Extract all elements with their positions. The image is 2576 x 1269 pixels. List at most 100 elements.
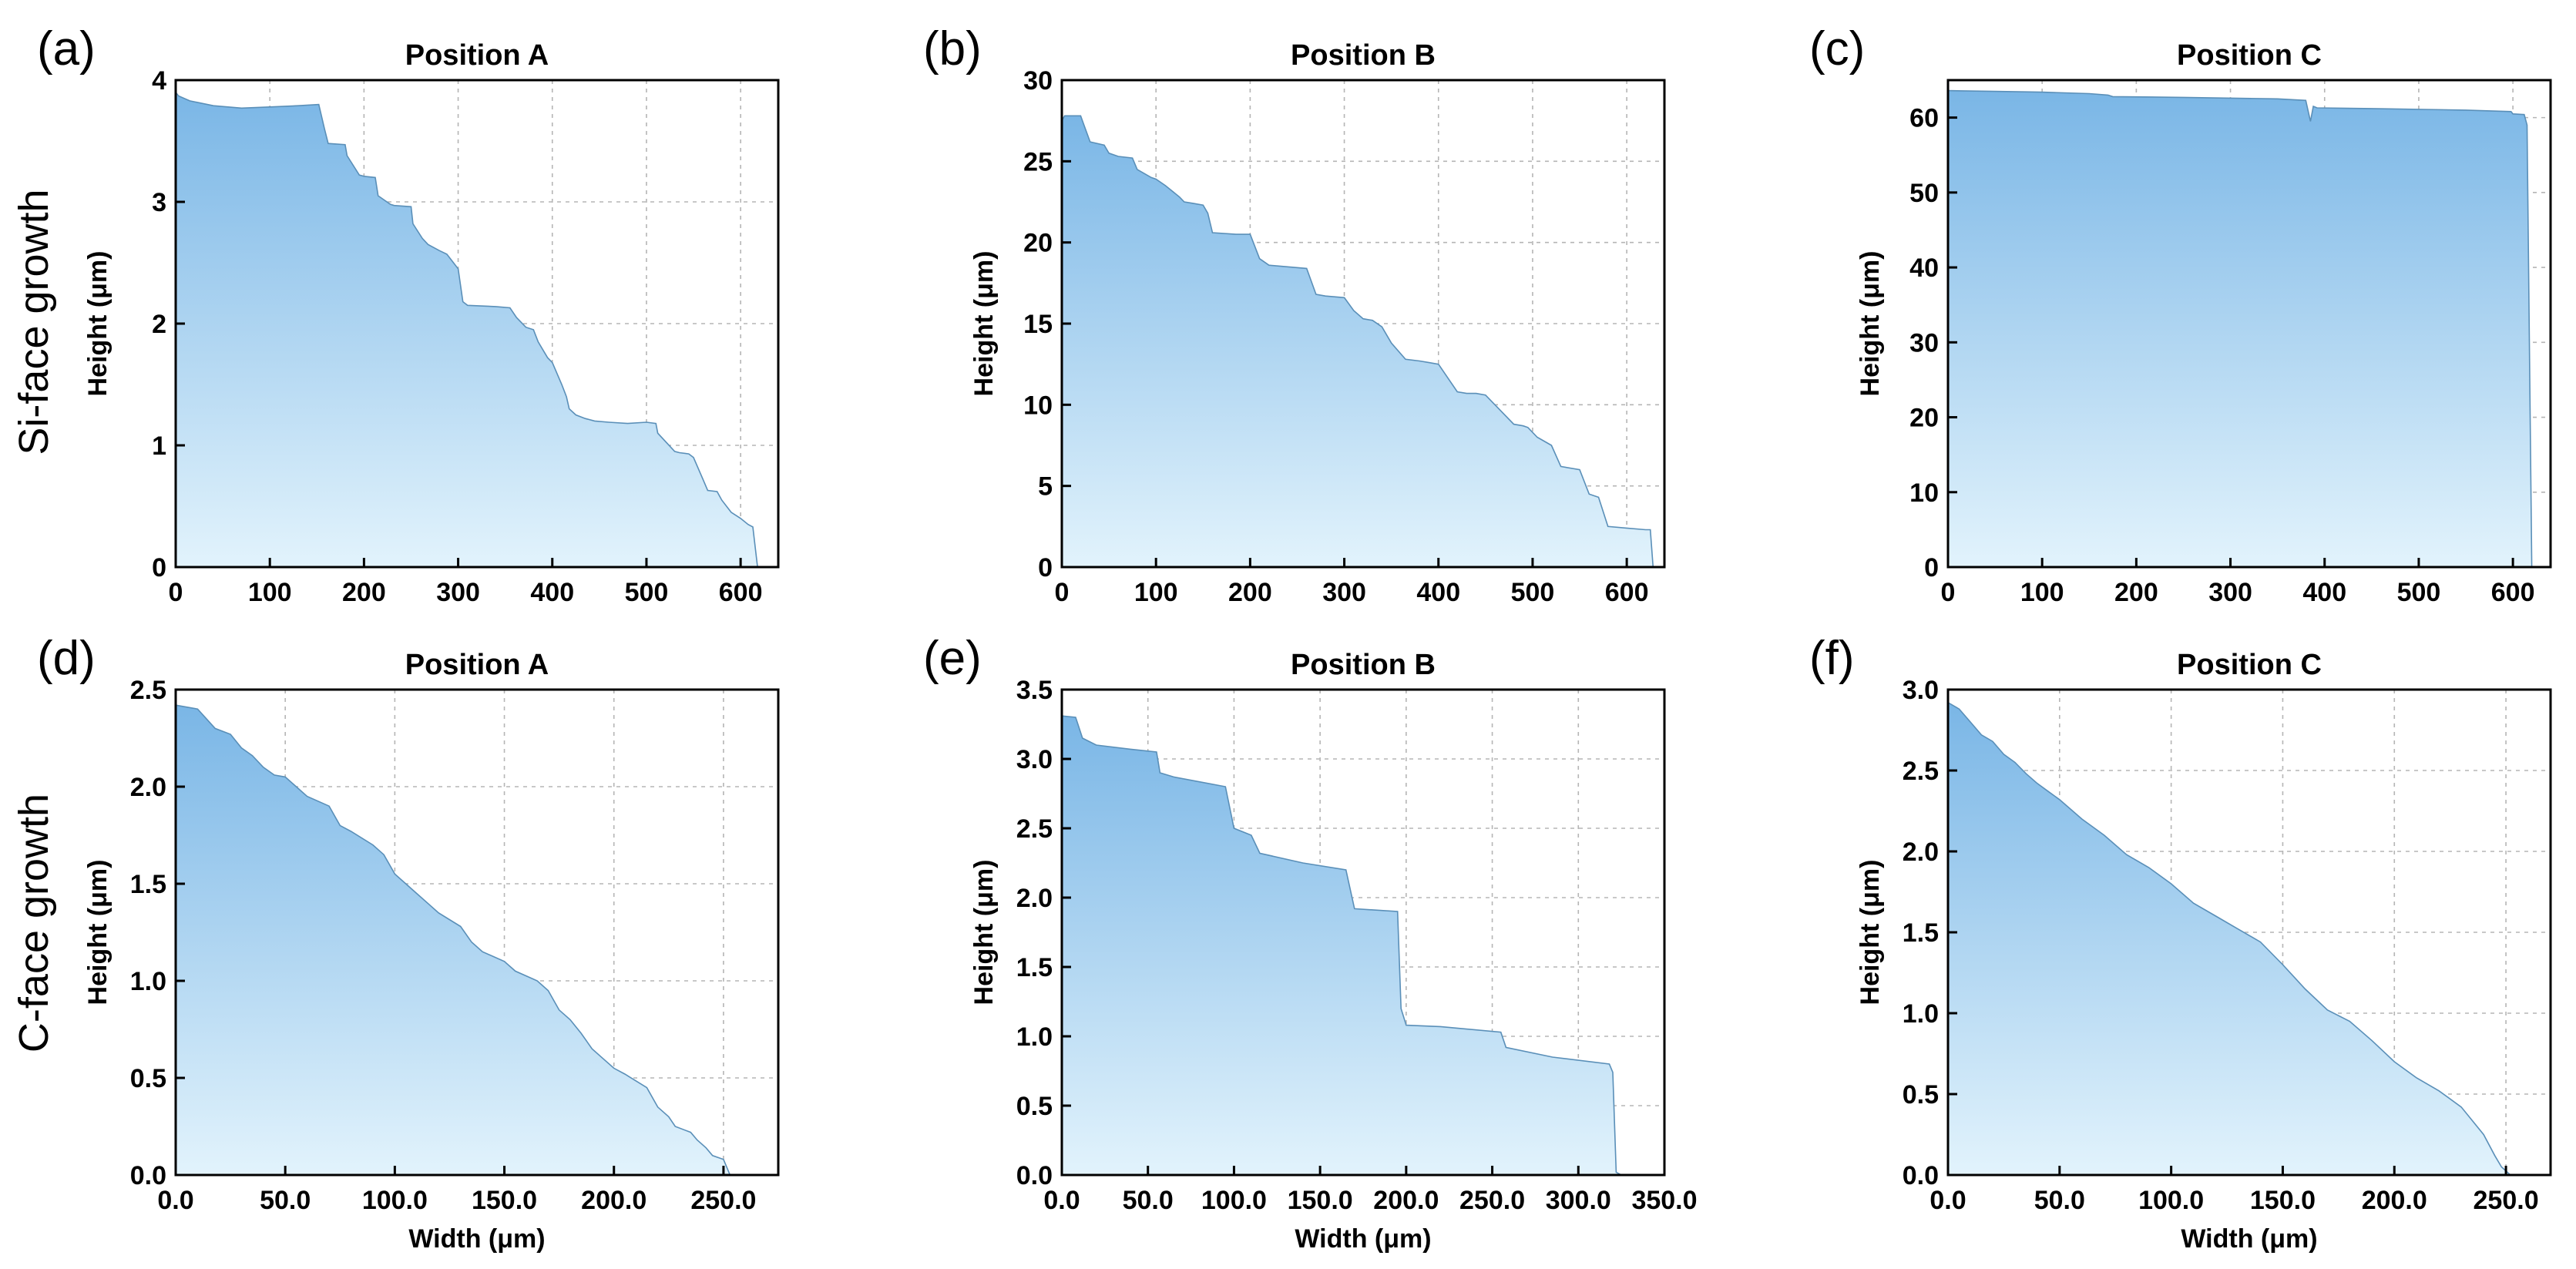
x-tick-label: 100 (248, 578, 292, 607)
y-tick-label: 20 (1909, 404, 1939, 433)
x-tick-label: 50.0 (1123, 1186, 1174, 1215)
y-tick-label: 2.0 (1016, 884, 1053, 913)
profile-line (1947, 702, 2511, 1176)
x-tick-label: 600 (719, 578, 763, 607)
panel-title: Position C (2177, 39, 2322, 72)
x-tick-label: 300 (1322, 578, 1366, 607)
y-tick-label: 3.0 (1016, 745, 1053, 774)
y-tick-label: 3.5 (1016, 676, 1053, 705)
y-axis-label: Height (μm) (1856, 251, 1885, 397)
x-tick-label: 300.0 (1546, 1186, 1611, 1215)
y-tick-label: 40 (1909, 253, 1939, 283)
profile-line (175, 704, 731, 1176)
y-tick-label: 0.5 (1016, 1092, 1053, 1121)
x-tick-label: 0 (1941, 578, 1956, 607)
y-tick-label: 0.0 (1016, 1161, 1053, 1190)
chart-panel-3: 0.0 50.0 100.0 150.0 200.0 250.0 0.0 0.5 1.0 1.5 2… (37, 632, 780, 1254)
x-tick-label: 400 (1416, 578, 1460, 607)
x-tick-label: 500 (2397, 578, 2441, 607)
x-tick-label: 300 (2208, 578, 2252, 607)
y-tick-label: 10 (1023, 391, 1053, 420)
y-tick-label: 2.5 (1903, 757, 1939, 786)
y-tick-label: 50 (1909, 179, 1939, 208)
y-tick-label: 4 (152, 66, 166, 96)
x-tick-label: 200.0 (1373, 1186, 1439, 1215)
x-axis-label: Width (μm) (408, 1224, 545, 1254)
x-tick-label: 100.0 (2138, 1186, 2204, 1215)
profile-area (1948, 702, 2511, 1175)
x-axis-label: Width (μm) (2181, 1224, 2317, 1254)
panel-letter: (f) (1809, 632, 1855, 685)
y-tick-label: 15 (1023, 310, 1053, 339)
x-tick-label: 100.0 (362, 1186, 428, 1215)
x-tick-label: 300 (436, 578, 480, 607)
x-tick-label: 400 (530, 578, 574, 607)
y-tick-label: 25 (1023, 147, 1053, 176)
panel-title: Position C (2177, 649, 2322, 681)
profile-area (1948, 90, 2532, 568)
x-tick-label: 0.0 (157, 1186, 193, 1215)
x-tick-label: 150.0 (2250, 1186, 2316, 1215)
y-tick-label: 2.5 (1016, 814, 1053, 844)
profile-line (1947, 89, 2533, 568)
x-tick-label: 250.0 (690, 1186, 756, 1215)
profile-line (1061, 715, 1622, 1176)
plot-frame (174, 688, 780, 1177)
y-tick-label: 1 (152, 431, 166, 461)
y-axis-label: Height (μm) (83, 860, 113, 1005)
x-tick-label: 200.0 (2362, 1186, 2427, 1215)
x-tick-label: 100.0 (1201, 1186, 1267, 1215)
profile-area (1062, 716, 1622, 1175)
x-tick-label: 200 (2114, 578, 2158, 607)
x-tick-label: 0.0 (1043, 1186, 1080, 1215)
panel-letter: (a) (37, 22, 96, 76)
x-tick-label: 600 (2491, 578, 2535, 607)
panel-letter: (c) (1809, 22, 1865, 76)
profile-area (176, 92, 758, 568)
y-tick-label: 60 (1909, 104, 1939, 133)
y-tick-label: 2.5 (130, 676, 166, 705)
y-tick-label: 1.5 (130, 870, 166, 899)
row-label-si-face: Si-face growth (11, 189, 57, 455)
y-tick-label: 30 (1023, 66, 1053, 96)
x-tick-label: 500 (1511, 578, 1555, 607)
x-tick-label: 350.0 (1631, 1186, 1697, 1215)
y-tick-label: 0.0 (1903, 1161, 1939, 1190)
y-axis-label: Height (μm) (1856, 860, 1885, 1005)
panel-letter: (b) (923, 22, 982, 76)
y-tick-label: 3.0 (1903, 676, 1939, 705)
y-tick-label: 3 (152, 188, 166, 217)
y-tick-label: 0 (1038, 553, 1053, 582)
y-tick-label: 10 (1909, 478, 1939, 508)
y-axis-label: Height (μm) (969, 860, 999, 1005)
y-tick-label: 0.5 (130, 1064, 166, 1093)
y-axis-label: Height (μm) (969, 251, 999, 397)
chart-panel-0: 0 100 200 300 400 500 600 0 1 2 3 4 Position A (a) Hei… (37, 22, 780, 607)
y-tick-label: 0 (1924, 553, 1939, 582)
x-tick-label: 400 (2302, 578, 2346, 607)
x-tick-label: 100 (2020, 578, 2064, 607)
x-tick-label: 200 (342, 578, 386, 607)
x-tick-label: 200.0 (581, 1186, 647, 1215)
panel-letter: (d) (37, 632, 96, 685)
panel-title: Position A (405, 39, 549, 72)
x-tick-label: 250.0 (1459, 1186, 1525, 1215)
profile-line (1061, 115, 1654, 568)
y-tick-label: 30 (1909, 328, 1939, 358)
y-tick-label: 1.5 (1903, 918, 1939, 948)
panel-title: Position B (1291, 649, 1436, 681)
x-tick-label: 150.0 (1288, 1186, 1353, 1215)
y-tick-label: 2.0 (1903, 838, 1939, 867)
y-tick-label: 5 (1038, 472, 1053, 502)
profile-area (1062, 116, 1654, 568)
x-axis-label: Width (μm) (1295, 1224, 1431, 1254)
panel-title: Position B (1291, 39, 1436, 72)
panel-letter: (e) (923, 632, 982, 685)
x-tick-label: 100 (1134, 578, 1178, 607)
y-tick-label: 1.0 (1903, 999, 1939, 1029)
x-tick-label: 50.0 (2034, 1186, 2085, 1215)
chart-panel-4: 0.0 50.0 100.0 150.0 200.0 250.0 300.0 350.0 0.0… (923, 632, 1698, 1254)
y-tick-label: 2 (152, 310, 166, 339)
